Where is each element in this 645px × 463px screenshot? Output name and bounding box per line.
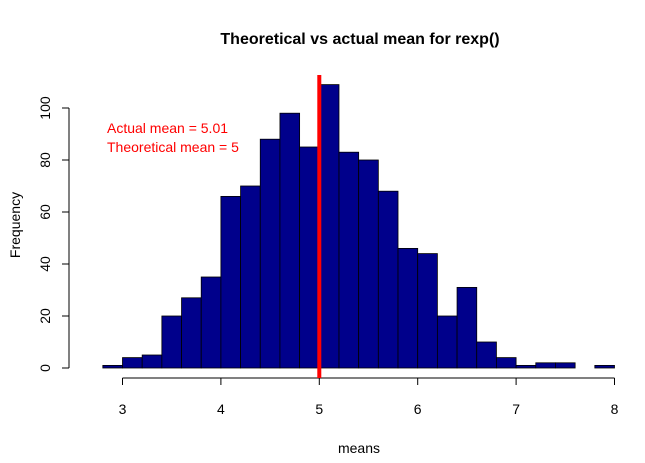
- histogram-bar: [299, 146, 320, 369]
- x-axis-label: means: [338, 440, 380, 456]
- y-tick-label: 20: [37, 308, 53, 324]
- histogram-bar: [122, 357, 143, 369]
- histogram-bar: [279, 112, 301, 369]
- x-tick-label: 4: [217, 401, 225, 417]
- histogram-bar: [594, 364, 615, 369]
- histogram-bar: [141, 354, 163, 369]
- x-tick-label: 7: [512, 401, 520, 417]
- y-tick-label: 80: [37, 152, 53, 168]
- x-tick-label: 6: [414, 401, 422, 417]
- histogram-bar: [535, 362, 556, 369]
- histogram-bar: [515, 364, 537, 369]
- y-tick-label: 100: [37, 96, 53, 120]
- histogram-bar: [102, 364, 123, 369]
- histogram-bar: [259, 138, 281, 369]
- x-axis: 3 4 5 6 7 8: [119, 377, 619, 417]
- histogram-bar: [417, 253, 438, 369]
- histogram-bar: [377, 190, 399, 369]
- histogram-bar: [318, 84, 340, 369]
- chart-title: Theoretical vs actual mean for rexp(): [220, 31, 499, 48]
- x-tick-label: 3: [119, 401, 127, 417]
- histogram-bar: [181, 297, 202, 369]
- histogram-bar: [220, 195, 241, 369]
- y-tick-label: 60: [37, 204, 53, 220]
- y-axis: 0 20 40 60 80 100: [37, 96, 70, 372]
- histogram-bar: [338, 151, 360, 369]
- histogram-bar: [161, 315, 182, 369]
- bars-group: [102, 84, 615, 369]
- histogram-bar: [240, 185, 261, 369]
- histogram-bar: [496, 357, 517, 369]
- histogram-bar: [555, 362, 576, 369]
- histogram-bar: [476, 341, 497, 369]
- annotation-actual-mean: Actual mean = 5.01: [107, 120, 228, 136]
- y-tick-label: 40: [37, 256, 53, 272]
- x-tick-label: 8: [611, 401, 619, 417]
- histogram-bar: [358, 159, 379, 369]
- x-tick-label: 5: [315, 401, 323, 417]
- y-tick-label: 0: [37, 364, 53, 372]
- histogram-bar: [456, 286, 478, 369]
- y-axis-label: Frequency: [7, 192, 23, 258]
- histogram-bar: [397, 247, 419, 369]
- histogram-bar: [436, 315, 458, 369]
- annotation-theoretical-mean: Theoretical mean = 5: [107, 139, 239, 155]
- histogram-bar: [200, 276, 222, 369]
